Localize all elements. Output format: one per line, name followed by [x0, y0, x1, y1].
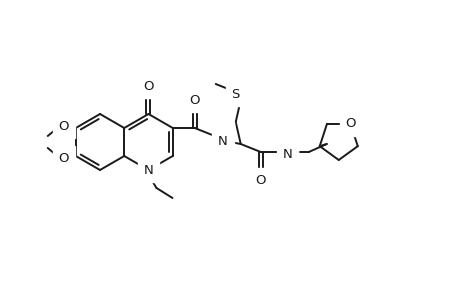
Text: N: N [217, 134, 227, 148]
Text: S: S [231, 88, 240, 100]
Text: O: O [143, 80, 153, 92]
Text: O: O [189, 94, 200, 106]
Text: O: O [345, 117, 355, 130]
Text: H: H [219, 128, 228, 140]
Text: O: O [255, 173, 265, 187]
Text: N: N [282, 148, 292, 160]
Text: H: H [283, 140, 292, 154]
Text: O: O [58, 152, 69, 164]
Text: O: O [58, 119, 69, 133]
Text: N: N [143, 164, 153, 176]
